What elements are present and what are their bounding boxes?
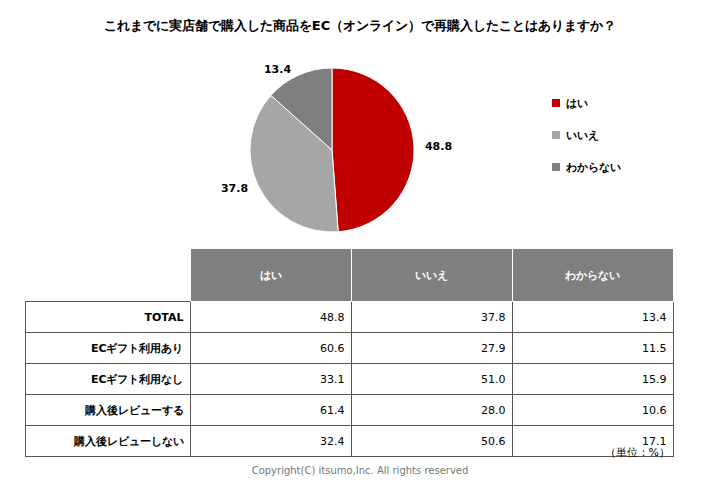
svg-text:いいえ: いいえ: [566, 129, 599, 142]
html-text:60.6: 60.6: [320, 341, 345, 355]
html-text:50.6: 50.6: [481, 434, 506, 448]
html-text:TOTAL: TOTAL: [144, 310, 184, 324]
html-text:10.6: 10.6: [642, 403, 667, 417]
html-text:32.4: 32.4: [320, 434, 345, 448]
html-text:37.8: 37.8: [481, 310, 506, 324]
svg-text:これまでに実店舗で購入した商品をEC（オンライン）で再購入し: これまでに実店舗で購入した商品をEC（オンライン）で再購入したことはありますか？: [104, 18, 616, 33]
html-text:33.1: 33.1: [320, 372, 345, 386]
svg-text:はい: はい: [566, 97, 588, 110]
html-text:はい: はい: [259, 268, 282, 282]
svg-text:13.4: 13.4: [264, 63, 291, 76]
html-text:（単位：%）: （単位：%）: [604, 446, 670, 459]
html-text:いいえ: いいえ: [415, 268, 448, 282]
html-text:48.8: 48.8: [320, 310, 345, 324]
html-text:61.4: 61.4: [320, 403, 345, 417]
html-text:11.5: 11.5: [642, 341, 667, 355]
html-text:ECギフト利用なし: ECギフト利用なし: [90, 372, 184, 386]
html-text:27.9: 27.9: [481, 341, 506, 355]
svg-text:48.8: 48.8: [425, 140, 452, 153]
svg-text:わからない: わからない: [565, 161, 621, 174]
html-text:13.4: 13.4: [642, 310, 667, 324]
html-text:28.0: 28.0: [481, 403, 506, 417]
html-text:15.9: 15.9: [642, 372, 667, 386]
html-text:わからない: わからない: [565, 268, 620, 282]
html-text:Copyright(C) itsumo,Inc. All r: Copyright(C) itsumo,Inc. All rights rese…: [251, 465, 469, 476]
svg-text:37.8: 37.8: [221, 182, 248, 195]
html-text:17.1: 17.1: [642, 434, 667, 448]
html-text:購入後レビューしない: 購入後レビューしない: [73, 434, 184, 448]
html-text:51.0: 51.0: [481, 372, 506, 386]
html-text:ECギフト利用あり: ECギフト利用あり: [90, 341, 184, 355]
html-text:購入後レビューする: 購入後レビューする: [84, 403, 184, 417]
